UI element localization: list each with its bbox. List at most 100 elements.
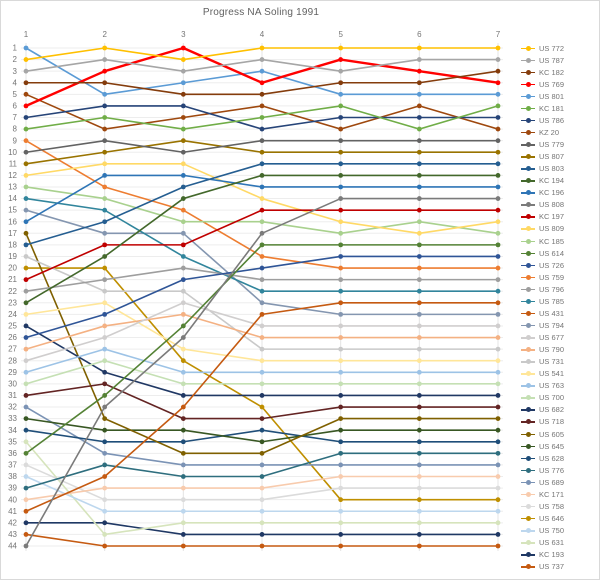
data-point-US-628 <box>23 427 29 433</box>
data-point-US-763 <box>102 346 108 352</box>
data-point-US-785 <box>416 288 422 294</box>
data-point-KC-185 <box>23 184 29 190</box>
legend-dot-icon <box>525 117 531 123</box>
data-point-US-677 <box>495 323 501 329</box>
data-point-US-758 <box>495 485 501 491</box>
data-point-US-645 <box>180 427 186 433</box>
legend-item: US 605 <box>521 428 597 440</box>
data-point-US-750 <box>416 508 422 514</box>
data-point-US-801 <box>23 45 29 51</box>
data-point-US-731 <box>338 346 344 352</box>
legend-dot-icon <box>525 443 531 449</box>
data-point-KC-193 <box>180 532 186 537</box>
data-point-US-763 <box>180 369 186 375</box>
data-point-KC-193 <box>495 532 501 537</box>
data-point-US-769 <box>416 68 422 74</box>
data-point-US-646 <box>338 497 344 503</box>
legend-item: US 758 <box>521 500 597 512</box>
data-point-US-759 <box>23 138 29 144</box>
data-point-US-431 <box>338 300 344 306</box>
legend-swatch-icon <box>521 334 535 341</box>
legend-item: US 763 <box>521 380 597 392</box>
legend-item: US 807 <box>521 151 597 163</box>
data-point-US-808 <box>259 230 265 236</box>
data-point-US-807 <box>23 161 29 167</box>
legend-label: KC 194 <box>539 176 565 186</box>
data-point-US-801 <box>495 91 501 97</box>
legend-label: US 809 <box>539 224 565 234</box>
legend-swatch-icon <box>521 310 535 317</box>
legend-swatch-icon <box>521 81 535 88</box>
y-tick-label: 12 <box>8 171 17 180</box>
legend-label: US 769 <box>539 79 565 89</box>
data-point-US-646 <box>416 497 422 503</box>
legend-label: US 631 <box>539 538 565 548</box>
y-tick-label: 37 <box>8 461 17 470</box>
data-point-US-772 <box>338 45 344 51</box>
legend-item: US 731 <box>521 356 597 368</box>
legend-label: US 794 <box>539 320 565 330</box>
data-point-US-677 <box>338 323 344 329</box>
legend-swatch-icon <box>521 105 535 112</box>
legend-dot-icon <box>525 528 531 534</box>
legend-dot-icon <box>525 57 531 63</box>
data-point-US-807 <box>180 138 186 144</box>
data-point-US-803 <box>102 219 108 225</box>
data-point-KC-181 <box>180 126 186 132</box>
legend-swatch-icon <box>521 213 535 220</box>
legend-swatch-icon <box>521 551 535 558</box>
data-point-US-779 <box>180 149 186 155</box>
data-point-US-758 <box>23 462 29 468</box>
data-point-US-541 <box>180 346 186 352</box>
legend-label: US 801 <box>539 91 565 101</box>
legend-item: US 785 <box>521 295 597 307</box>
legend-swatch-icon <box>521 515 535 522</box>
data-point-US-786 <box>180 103 186 109</box>
data-point-US-790 <box>416 335 422 340</box>
y-tick-label: 43 <box>8 530 17 539</box>
legend-label: KZ 20 <box>539 127 560 137</box>
x-tick-label: 4 <box>260 30 265 39</box>
data-point-US-809 <box>416 230 422 236</box>
data-point-US-786 <box>338 115 344 120</box>
data-point-KC-194 <box>259 172 265 178</box>
x-tick-label: 3 <box>181 30 186 39</box>
data-point-US-682 <box>416 393 422 398</box>
data-point-US-769 <box>102 68 108 74</box>
y-tick-label: 20 <box>8 264 17 273</box>
legend-item: US 803 <box>521 163 597 175</box>
legend-dot-icon <box>525 335 531 341</box>
legend-label: US 750 <box>539 526 565 536</box>
legend-swatch-icon <box>521 129 535 136</box>
data-point-US-726 <box>102 311 108 317</box>
data-point-KC-197 <box>102 242 108 248</box>
data-point-US-763 <box>23 369 29 375</box>
data-point-KC-182 <box>495 68 501 74</box>
legend-swatch-icon <box>521 394 535 401</box>
y-tick-label: 36 <box>8 449 17 458</box>
data-point-KC-194 <box>416 172 422 178</box>
data-point-KC-185 <box>495 230 501 236</box>
data-point-US-646 <box>495 497 501 503</box>
data-point-KC-193 <box>102 520 108 526</box>
legend-dot-icon <box>525 105 531 111</box>
legend-dot-icon <box>525 491 531 497</box>
legend-dot-icon <box>525 515 531 521</box>
data-point-US-763 <box>416 369 422 375</box>
legend-item: US 726 <box>521 259 597 271</box>
y-tick-label: 34 <box>8 426 17 435</box>
data-point-US-541 <box>495 358 501 364</box>
data-point-US-796 <box>416 277 422 283</box>
data-point-US-614 <box>180 323 186 329</box>
data-point-US-809 <box>495 219 501 225</box>
legend-item: KC 194 <box>521 175 597 187</box>
data-point-KZ-20 <box>259 103 265 109</box>
data-point-KC-194 <box>102 254 108 259</box>
legend-swatch-icon <box>521 322 535 329</box>
data-point-KZ-20 <box>23 91 29 97</box>
data-point-US-431 <box>495 300 501 306</box>
x-tick-label: 2 <box>102 30 107 39</box>
data-point-KC-181 <box>259 115 265 120</box>
data-point-US-726 <box>416 254 422 259</box>
